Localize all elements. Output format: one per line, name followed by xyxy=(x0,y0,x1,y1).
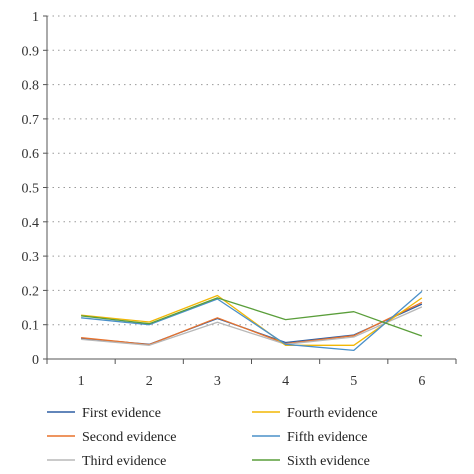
series-line-5 xyxy=(81,290,423,352)
y-tick-label: 0.2 xyxy=(22,284,40,299)
x-tick-label: 5 xyxy=(350,374,357,389)
x-tick-label: 3 xyxy=(214,374,221,389)
legend-label: Fifth evidence xyxy=(287,430,367,445)
series-lines xyxy=(81,290,423,352)
legend-label: Third evidence xyxy=(82,454,166,469)
legend-label: First evidence xyxy=(82,406,161,421)
y-axis-ticks: 0 0.1 0.2 0.3 0.4 0.5 0.6 0.7 0.8 0.9 1 xyxy=(22,10,47,368)
x-tick-label: 1 xyxy=(78,374,85,389)
legend-label: Second evidence xyxy=(82,430,176,445)
legend: First evidence Second evidence Third evide… xyxy=(47,406,378,469)
series-line-3 xyxy=(81,306,423,346)
y-tick-label: 0.9 xyxy=(22,44,40,59)
x-tick-label: 6 xyxy=(418,374,425,389)
y-tick-label: 0.3 xyxy=(22,250,40,265)
y-tick-label: 0 xyxy=(32,353,39,368)
legend-label: Sixth evidence xyxy=(287,454,370,469)
y-tick-label: 0.8 xyxy=(22,79,40,94)
gridlines xyxy=(47,15,456,326)
series-line-6 xyxy=(81,297,423,337)
y-tick-label: 0.5 xyxy=(22,182,40,197)
y-tick-label: 0.1 xyxy=(22,319,40,334)
y-tick-label: 1 xyxy=(32,10,39,25)
series-line-2 xyxy=(81,301,423,346)
series-line-4 xyxy=(81,294,423,346)
legend-label: Fourth evidence xyxy=(287,406,378,421)
x-tick-label: 2 xyxy=(146,374,153,389)
y-tick-label: 0.4 xyxy=(22,216,40,231)
x-tick-label: 4 xyxy=(282,374,289,389)
y-tick-label: 0.7 xyxy=(22,113,40,128)
y-tick-label: 0.6 xyxy=(22,147,40,162)
x-axis-ticks: 1 2 3 4 5 6 xyxy=(46,359,457,389)
